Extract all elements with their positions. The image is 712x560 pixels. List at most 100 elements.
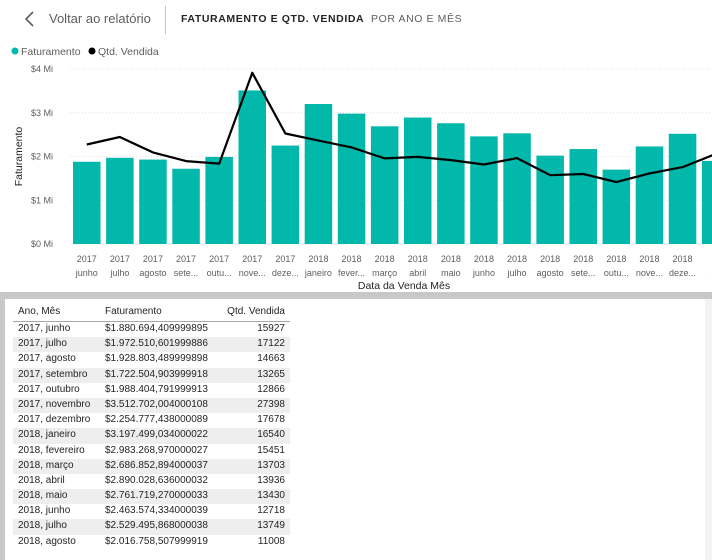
x-tick-month: abril <box>409 268 426 278</box>
page-subtitle: POR ANO E MÊS <box>371 13 463 25</box>
cell-ano-mes: 2017, outubro <box>18 383 80 395</box>
bar-faturamento[interactable] <box>503 133 531 244</box>
cell-qtd-vendida: 13265 <box>257 368 285 380</box>
bar-faturamento[interactable] <box>304 104 333 244</box>
cell-qtd-vendida: 12866 <box>257 383 285 395</box>
x-tick-year: 2018 <box>673 254 693 264</box>
column-header-ano-mes[interactable]: Ano, Mês <box>18 306 61 317</box>
back-to-report-link[interactable]: Voltar ao relatório <box>49 11 151 26</box>
table-row[interactable]: 2018, junho $2.463.574,334000039 12718 <box>13 504 290 519</box>
x-tick-year: 2018 <box>342 254 362 264</box>
bar-faturamento[interactable] <box>437 123 465 244</box>
x-tick-year: 2018 <box>540 254 560 264</box>
x-tick-month: junho <box>75 268 98 278</box>
bar-faturamento[interactable] <box>238 90 267 244</box>
legend-marker-1[interactable] <box>88 47 96 55</box>
bar-faturamento[interactable] <box>668 133 697 244</box>
bar-faturamento[interactable] <box>73 161 101 244</box>
cell-qtd-vendida: 15927 <box>257 323 285 334</box>
x-tick-month: julho <box>109 268 129 278</box>
table-row[interactable]: 2018, janeiro $3.197.499,034000022 16540 <box>13 428 290 444</box>
cell-ano-mes: 2018, janeiro <box>18 429 76 441</box>
y-axis-title: Faturamento <box>13 127 25 187</box>
cell-ano-mes: 2017, setembro <box>18 368 88 380</box>
table-row[interactable]: 2017, outubro $1.988.404,791999913 12866 <box>13 383 290 398</box>
x-tick-year: 2018 <box>375 254 395 264</box>
cell-ano-mes: 2018, maio <box>18 490 68 502</box>
bar-faturamento[interactable] <box>139 159 167 244</box>
table-row[interactable]: 2018, fevereiro $2.983.268,970000027 15451 <box>13 444 290 459</box>
y-tick-label: $1 Mi <box>31 195 53 205</box>
bar-faturamento[interactable] <box>635 146 664 244</box>
cell-ano-mes: 2017, agosto <box>18 353 76 365</box>
vertical-scrollbar[interactable] <box>705 299 712 560</box>
table-row[interactable]: 2018, abril $2.890.028,636000032 13936 <box>13 474 290 489</box>
table-row[interactable]: 2017, novembro $3.512.702,004000108 27398 <box>13 397 290 414</box>
bar-faturamento[interactable] <box>370 126 399 244</box>
bar-faturamento[interactable] <box>536 155 564 244</box>
cell-qtd-vendida: 17122 <box>257 338 285 350</box>
x-tick-month: agosto <box>139 268 166 278</box>
column-header-qtd-vendida[interactable]: Qtd. Vendida <box>227 306 285 317</box>
data-table: Ano, Mês Faturamento Qtd. Vendida 2017, … <box>13 299 290 554</box>
cell-faturamento: $2.686.852,894000037 <box>105 459 208 471</box>
table-row[interactable]: 2017, setembro $1.722.504,903999918 13265 <box>13 367 290 383</box>
legend-marker-0[interactable] <box>11 47 19 55</box>
line-qtd-vendida[interactable] <box>86 71 712 184</box>
left-frame <box>0 38 5 560</box>
table-row[interactable]: 2017, junho $1.880.694,409999895 15927 <box>13 322 290 337</box>
legend-label[interactable]: Qtd. Vendida <box>98 46 159 58</box>
table-row[interactable]: 2017, dezembro $2.254.777,438000089 17678 <box>13 413 290 428</box>
cell-ano-mes: 2017, julho <box>18 338 67 350</box>
legend-label[interactable]: Faturamento <box>21 46 81 58</box>
x-tick-year: 2018 <box>507 254 527 264</box>
table-row[interactable]: 2017, julho $1.972.510,601999886 17122 <box>13 337 290 353</box>
table-row[interactable]: 2018, março $2.686.852,894000037 13703 <box>13 458 290 474</box>
visual-divider <box>0 292 712 299</box>
bar-faturamento[interactable] <box>569 149 598 244</box>
bar-faturamento[interactable] <box>271 145 300 244</box>
x-tick-year: 2018 <box>441 254 461 264</box>
cell-faturamento: $2.761.719,270000033 <box>105 490 208 502</box>
bar-faturamento[interactable] <box>205 156 233 244</box>
bar-faturamento[interactable] <box>172 168 200 244</box>
x-tick-year: 2018 <box>308 254 328 264</box>
cell-faturamento: $1.972.510,601999886 <box>105 338 208 350</box>
chevron-left-icon[interactable] <box>22 9 38 29</box>
top-bar: Voltar ao relatório FATURAMENTO E QTD. V… <box>0 0 712 38</box>
cell-qtd-vendida: 14663 <box>257 353 285 365</box>
x-tick-year: 2017 <box>176 254 196 264</box>
cell-qtd-vendida: 13936 <box>257 474 285 486</box>
bar-faturamento[interactable] <box>337 113 366 244</box>
x-tick-year: 2017 <box>209 254 229 264</box>
x-tick-year: 2017 <box>143 254 163 264</box>
x-tick-month: maio <box>441 268 461 278</box>
x-tick-month: sete... <box>174 268 199 278</box>
x-tick-month: julho <box>507 268 527 278</box>
x-tick-month: agosto <box>537 268 564 278</box>
cell-faturamento: $1.988.404,791999913 <box>105 383 208 395</box>
table-row[interactable]: 2018, agosto $2.016.758,507999919 11008 <box>13 535 290 550</box>
cell-ano-mes: 2018, fevereiro <box>18 444 85 456</box>
bar-faturamento[interactable] <box>470 136 498 244</box>
bar-faturamento[interactable] <box>106 157 134 244</box>
cell-ano-mes: 2018, março <box>18 459 74 471</box>
column-header-faturamento[interactable]: Faturamento <box>105 306 162 317</box>
cell-ano-mes: 2017, novembro <box>18 398 91 410</box>
bar-faturamento[interactable] <box>404 117 432 244</box>
x-tick-year: 2018 <box>639 254 659 264</box>
cell-qtd-vendida: 13749 <box>257 520 285 532</box>
cell-faturamento: $1.928.803,489999898 <box>105 353 208 365</box>
cell-faturamento: $2.529.495,868000038 <box>105 520 208 532</box>
x-tick-year: 2017 <box>242 254 262 264</box>
y-tick-label: $4 Mi <box>31 64 53 74</box>
table-row[interactable]: 2018, maio $2.761.719,270000033 13430 <box>13 489 290 505</box>
page-title: FATURAMENTO E QTD. VENDIDA <box>181 13 365 25</box>
cell-qtd-vendida: 16540 <box>257 429 285 441</box>
cell-qtd-vendida: 15451 <box>257 444 285 456</box>
table-row[interactable]: 2017, agosto $1.928.803,489999898 14663 <box>13 352 290 367</box>
cell-faturamento: $2.254.777,438000089 <box>105 414 208 426</box>
cell-qtd-vendida: 27398 <box>257 398 285 410</box>
bar-faturamento[interactable] <box>701 160 712 244</box>
table-row[interactable]: 2018, julho $2.529.495,868000038 13749 <box>13 519 290 535</box>
